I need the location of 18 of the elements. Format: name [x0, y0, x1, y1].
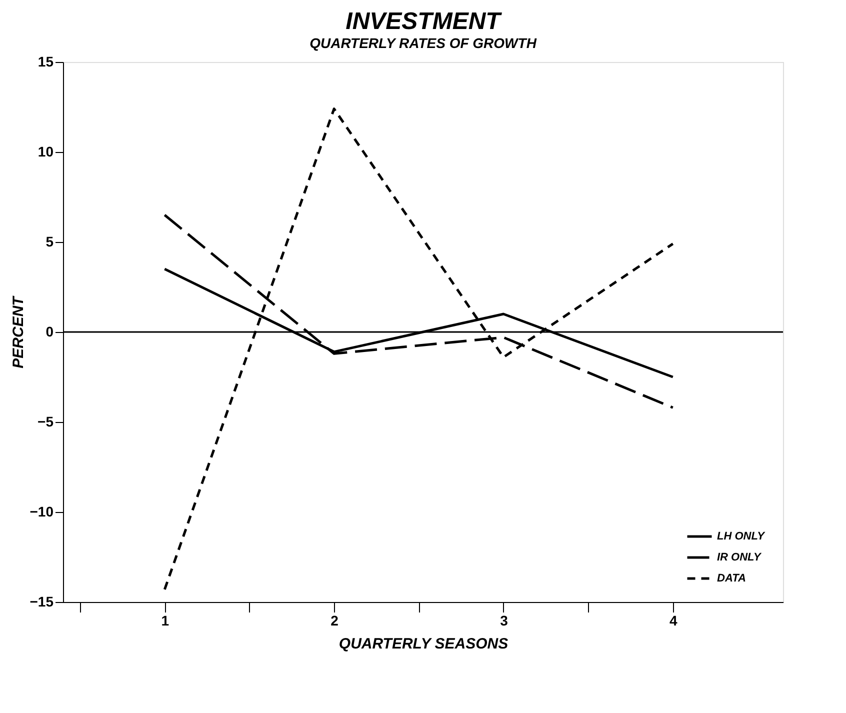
- y-tick-label: −5: [38, 414, 54, 430]
- x-tick-label: 2: [330, 612, 339, 628]
- y-tick-label: −15: [30, 594, 54, 610]
- legend-label: LH ONLY: [717, 530, 766, 542]
- y-tick-label: 10: [38, 144, 54, 160]
- y-tick-label: 0: [46, 324, 54, 340]
- x-axis-title: QUARTERLY SEASONS: [338, 636, 508, 652]
- chart-subtitle: QUARTERLY RATES OF GROWTH: [310, 35, 538, 51]
- y-tick-label: −10: [30, 504, 54, 520]
- y-tick-label: 5: [46, 234, 54, 250]
- x-tick-label: 3: [500, 612, 508, 628]
- legend-label: DATA: [717, 572, 746, 584]
- y-axis-title: PERCENT: [10, 294, 27, 368]
- y-tick-label: 15: [38, 54, 54, 70]
- legend-label: IR ONLY: [717, 552, 762, 564]
- x-tick-label: 1: [161, 612, 170, 628]
- x-tick-label: 4: [669, 612, 678, 628]
- chart-title: INVESTMENT: [346, 8, 503, 35]
